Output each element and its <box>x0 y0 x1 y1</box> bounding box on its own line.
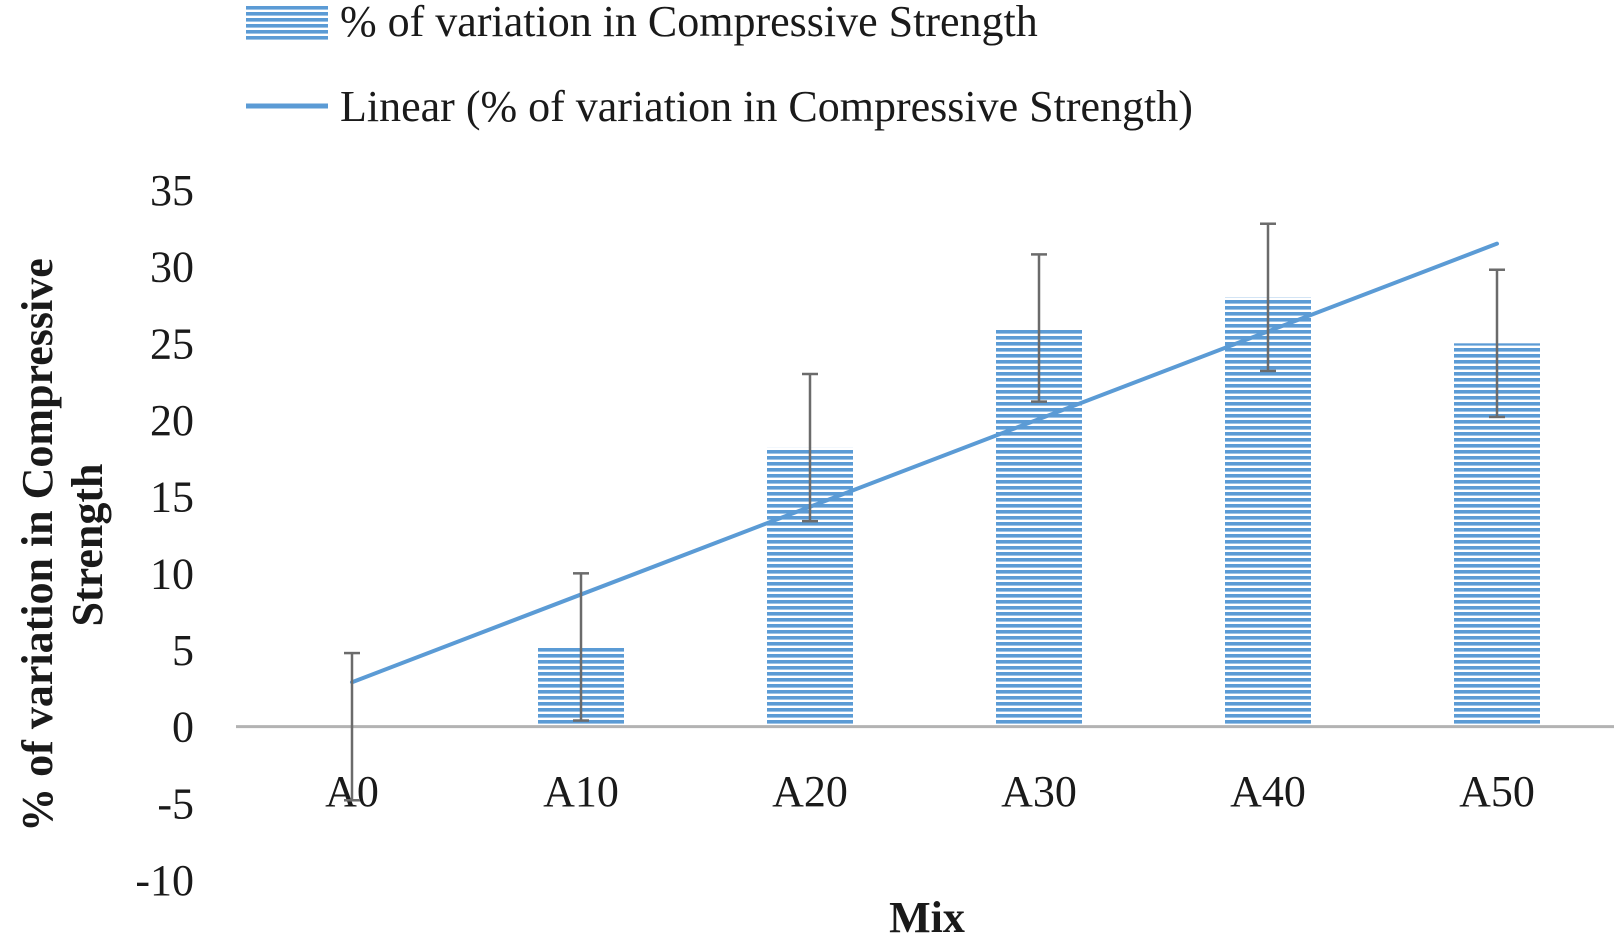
y-tick-label: 35 <box>150 166 194 215</box>
y-tick-label: -5 <box>157 779 194 828</box>
x-tick-label: A40 <box>1230 767 1306 816</box>
y-tick-label: 15 <box>150 473 194 522</box>
legend-trendline-label: Linear (% of variation in Compressive St… <box>340 82 1193 131</box>
y-tick-label: 5 <box>172 626 194 675</box>
x-axis-title: Mix <box>889 893 965 938</box>
x-tick-label: A10 <box>543 767 619 816</box>
x-tick-label: A50 <box>1459 767 1535 816</box>
y-axis-title-line-1: % of variation in Compressive <box>13 258 62 832</box>
trendline-group <box>350 241 1499 685</box>
legend-bar-swatch <box>246 6 328 40</box>
y-tick-label: 25 <box>150 319 194 368</box>
y-axis-ticks: 35 30 25 20 15 10 5 0 -5 -10 <box>135 166 194 905</box>
y-tick-label: -10 <box>135 856 194 905</box>
error-bars <box>344 222 1505 802</box>
y-axis-title-line-2: Strength <box>63 464 112 627</box>
x-tick-label: A30 <box>1001 767 1077 816</box>
legend: % of variation in Compressive Strength L… <box>246 0 1193 131</box>
trendline <box>350 241 1499 685</box>
y-tick-label: 10 <box>150 549 194 598</box>
y-tick-label: 30 <box>150 243 194 292</box>
legend-bar-label: % of variation in Compressive Strength <box>340 0 1038 46</box>
x-axis-ticks: A0 A10 A20 A30 A40 A50 <box>325 767 1535 816</box>
y-tick-label: 20 <box>150 396 194 445</box>
x-tick-label: A20 <box>772 767 848 816</box>
y-tick-label: 0 <box>172 703 194 752</box>
y-axis-title: % of variation in Compressive Strength <box>13 258 112 832</box>
